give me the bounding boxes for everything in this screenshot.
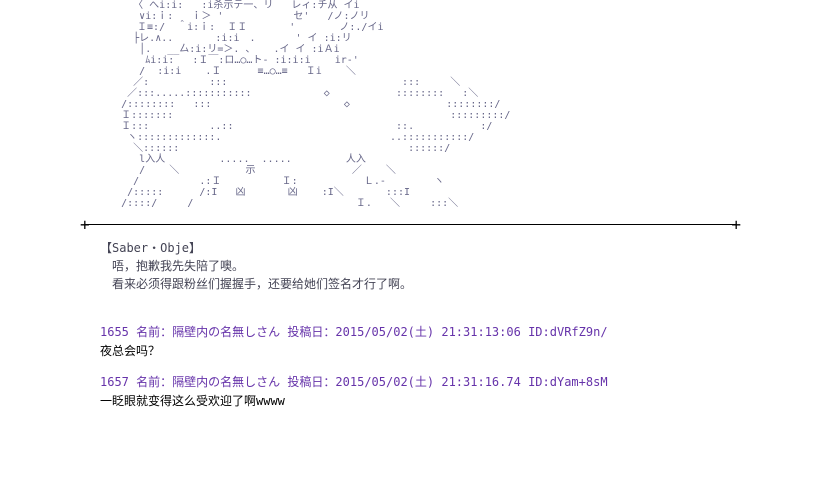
posts-container: 1655 名前：隔壁内の名無しさん 投稿日：2015/05/02(土) 21:3… bbox=[100, 323, 821, 409]
post-name: 隔壁内の名無しさん bbox=[172, 375, 280, 389]
divider-line bbox=[85, 224, 736, 225]
post-item: 1655 名前：隔壁内の名無しさん 投稿日：2015/05/02(土) 21:3… bbox=[100, 323, 821, 359]
post-id: dYam+8sM bbox=[550, 375, 608, 389]
ascii-art: 〈 へi:i: :i杀示テ一、リ レィ:チ从 イi ∨i:ｉ: ｉ＞ ' セ' … bbox=[85, 0, 821, 209]
speaker-name: 【Saber・Obje】 bbox=[100, 239, 821, 257]
post-number: 1657 bbox=[100, 375, 129, 389]
post-number: 1655 bbox=[100, 325, 129, 339]
post-header: 1657 名前：隔壁内の名無しさん 投稿日：2015/05/02(土) 21:3… bbox=[100, 373, 821, 390]
post-name-label: 名前： bbox=[136, 375, 172, 389]
post-date: 2015/05/02(土) 21:31:13:06 bbox=[335, 325, 520, 339]
post-header: 1655 名前：隔壁内の名無しさん 投稿日：2015/05/02(土) 21:3… bbox=[100, 323, 821, 340]
post-item: 1657 名前：隔壁内の名無しさん 投稿日：2015/05/02(土) 21:3… bbox=[100, 373, 821, 409]
divider-plus-right: + bbox=[731, 215, 741, 234]
dialogue-line-2: 看来必须得跟粉丝们握握手，还要给她们签名才行了啊。 bbox=[100, 275, 821, 293]
post-name: 隔壁内の名無しさん bbox=[172, 325, 280, 339]
divider: + + bbox=[85, 217, 736, 231]
post-id-label: ID: bbox=[528, 375, 550, 389]
post-id: dVRfZ9n/ bbox=[550, 325, 608, 339]
dialogue-block: 【Saber・Obje】 唔，抱歉我先失陪了噢。 看来必须得跟粉丝们握握手，还要… bbox=[100, 239, 821, 293]
post-date-label: 投稿日： bbox=[287, 325, 335, 339]
post-body: 夜总会吗？ bbox=[100, 342, 821, 359]
post-id-label: ID: bbox=[528, 325, 550, 339]
post-date-label: 投稿日： bbox=[287, 375, 335, 389]
post-body: 一眨眼就变得这么受欢迎了啊wwww bbox=[100, 392, 821, 409]
post-name-label: 名前： bbox=[136, 325, 172, 339]
dialogue-line-1: 唔，抱歉我先失陪了噢。 bbox=[100, 257, 821, 275]
post-date: 2015/05/02(土) 21:31:16.74 bbox=[335, 375, 520, 389]
